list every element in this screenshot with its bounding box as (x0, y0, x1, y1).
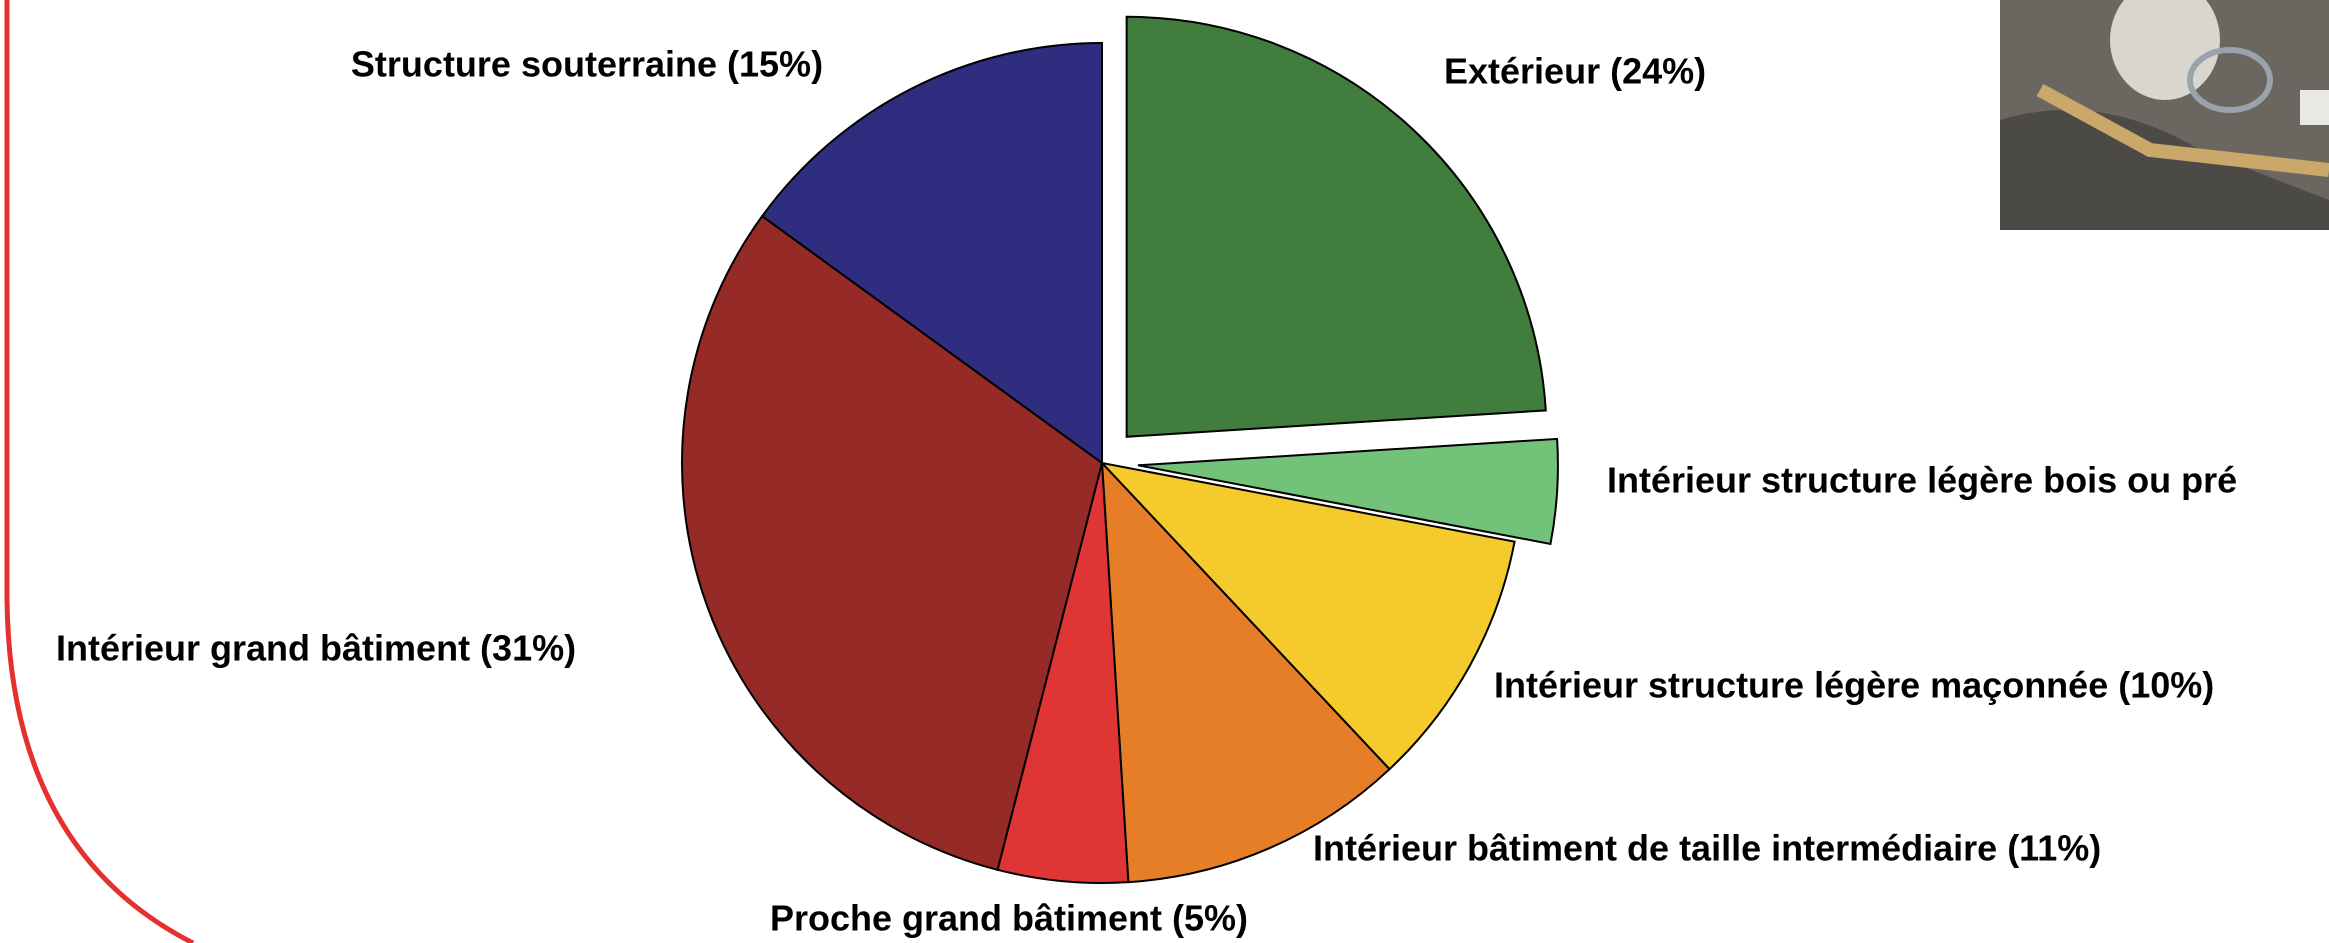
pie-slice (1099, 461, 1516, 771)
pie-slice (1100, 460, 1391, 884)
slice-label: Intérieur bâtiment de taille intermédiai… (1313, 828, 2101, 869)
photo-ground (2000, 110, 2329, 230)
slice-label: Intérieur structure légère bois ou pré (1607, 460, 2237, 501)
photo-cable (2187, 47, 2273, 113)
photo (2000, 0, 2329, 230)
pie-slice (1137, 437, 1559, 546)
pie-slice (1125, 15, 1547, 438)
decor-border (4, 0, 195, 943)
slice-label: Extérieur (24%) (1444, 51, 1706, 92)
slice-label: Proche grand bâtiment (5%) (770, 898, 1248, 939)
slice-label: Structure souterraine (15%) (351, 44, 823, 85)
slice-label: Intérieur structure légère maçonnée (10%… (1494, 665, 2214, 706)
photo-box (2300, 90, 2329, 125)
slice-label: Intérieur grand bâtiment (31%) (56, 628, 576, 669)
photo-stripe (2036, 83, 2329, 177)
pie-slice (760, 41, 1103, 465)
pie-slice (681, 214, 1104, 872)
